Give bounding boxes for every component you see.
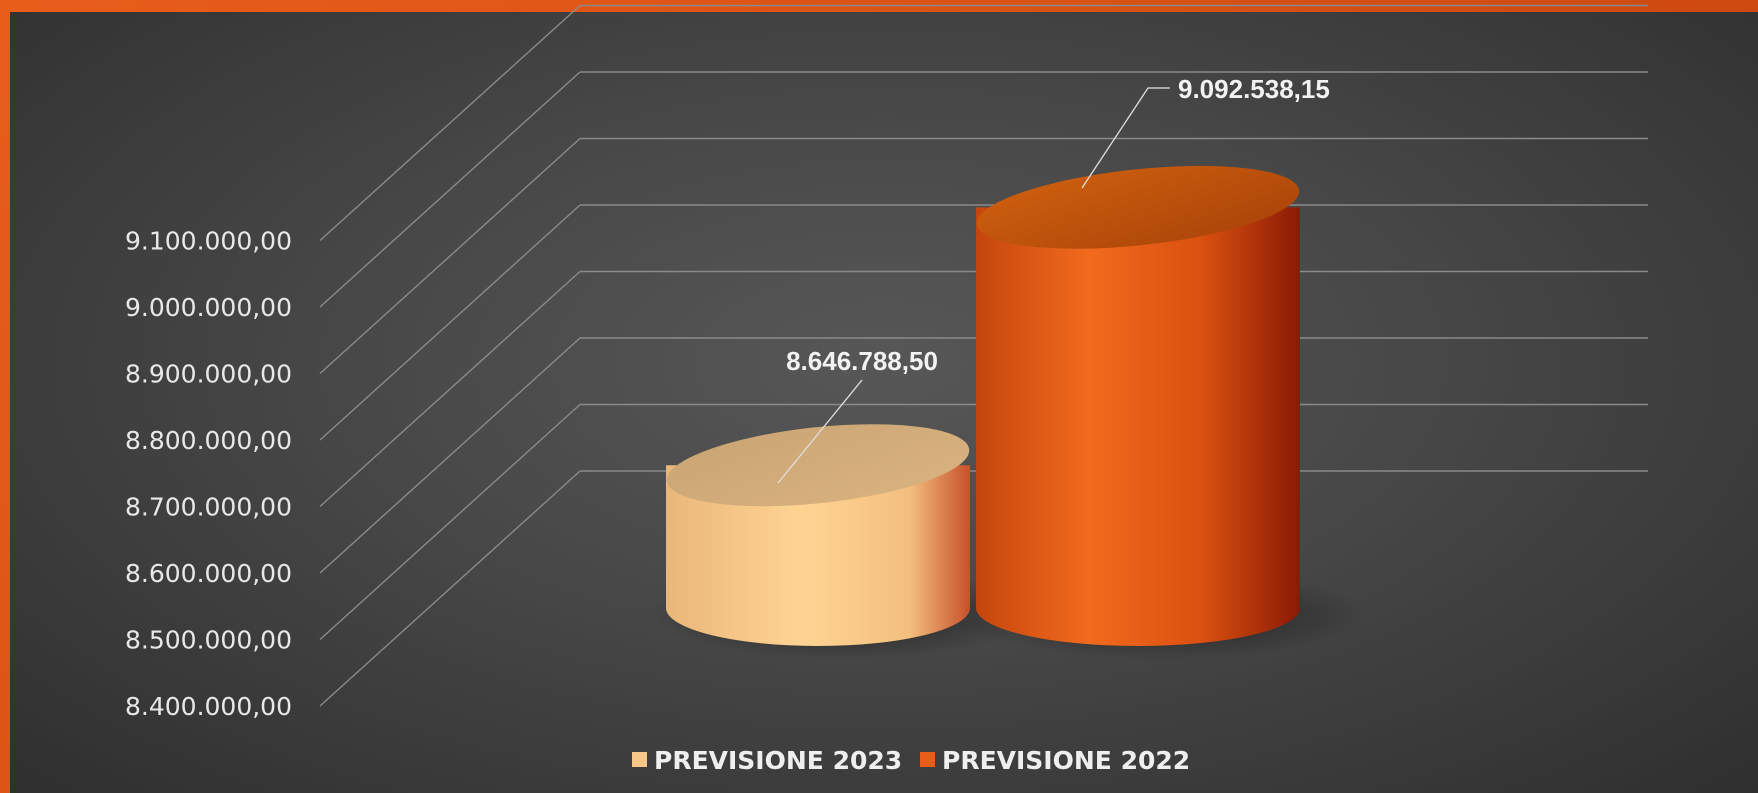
leader-line [1081,87,1170,189]
gridline-diagonal [319,270,581,508]
y-tick-label: 8.400.000,00 [125,692,292,721]
bars [651,165,1365,660]
bar-previsione-2022 [976,207,1300,647]
legend: PREVISIONE 2023 PREVISIONE 2022 [632,746,1190,775]
data-label: 8.646.788,50 [786,346,938,376]
gridline-diagonal [319,337,581,574]
legend-swatch [632,752,647,767]
leader-line [777,379,863,484]
legend-label: PREVISIONE 2022 [942,746,1190,775]
y-tick-label: 9.100.000,00 [125,227,292,256]
y-tick-label: 8.800.000,00 [125,426,292,455]
gridline-diagonal [319,4,581,242]
data-labels: 8.646.788,50 9.092.538,15 [777,74,1330,484]
bar-previsione-2023 [666,465,970,646]
y-tick-label: 8.500.000,00 [125,626,292,655]
bar-top [976,165,1300,249]
bar-top [666,424,970,507]
y-tick-label: 8.700.000,00 [125,493,292,522]
y-tick-label: 8.600.000,00 [125,559,292,588]
y-tick-label: 8.900.000,00 [125,360,292,389]
y-axis-ticks: 8.400.000,00 8.500.000,00 8.600.000,00 8.70… [125,227,292,722]
data-label: 9.092.538,15 [1178,74,1330,104]
gridline-diagonal [319,71,581,308]
gridline-diagonal [319,470,581,707]
gridline-diagonal [319,204,581,441]
chart-panel [10,12,1758,793]
gridline-diagonal [319,137,581,375]
legend-label: PREVISIONE 2023 [654,746,902,775]
legend-swatch [920,752,935,767]
y-tick-label: 9.000.000,00 [125,293,292,322]
gridline-diagonal [319,403,581,641]
